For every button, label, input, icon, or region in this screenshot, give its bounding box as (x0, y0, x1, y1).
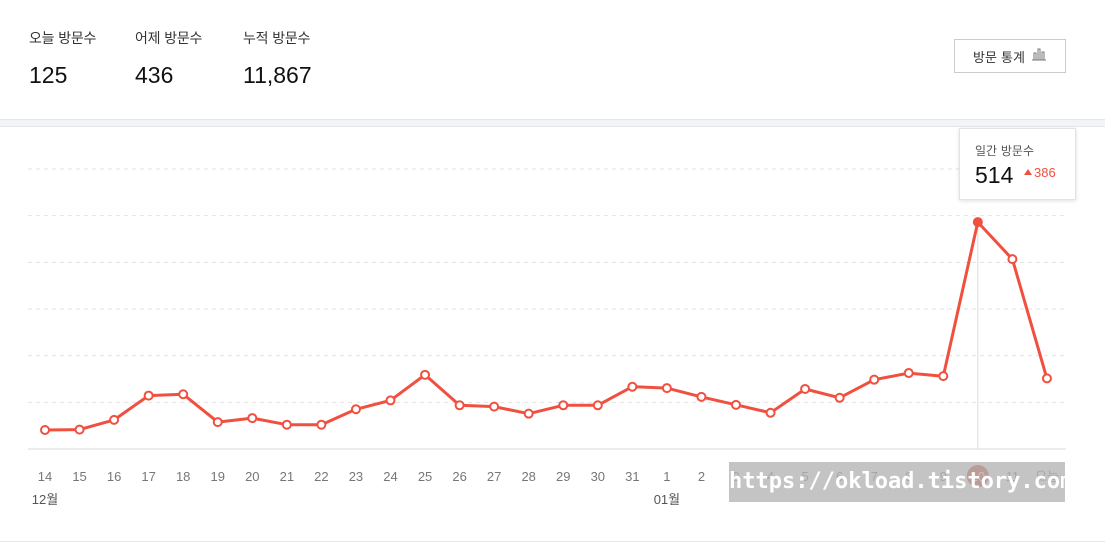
stat-total: 누적 방문수 11,867 (243, 28, 312, 89)
data-point (800, 383, 811, 394)
stat-total-value: 11,867 (243, 62, 312, 88)
stat-total-label: 누적 방문수 (243, 31, 311, 47)
section-divider (0, 119, 1105, 127)
x-tick-label: 31 (625, 469, 639, 484)
data-point (281, 419, 292, 430)
x-tick-label: 24 (383, 469, 397, 484)
bottom-border (0, 541, 1105, 542)
tooltip-title: 일간 방문수 (975, 144, 1035, 158)
up-triangle-icon (1024, 169, 1032, 175)
x-tick-label: 23 (349, 469, 363, 484)
line-chart-svg: 1415161718192021222324252627282930311234… (28, 168, 1066, 507)
x-tick-label: 15 (72, 469, 86, 484)
daily-visits-tooltip: 일간 방문수 514 386 (959, 128, 1076, 200)
data-point (143, 390, 154, 401)
x-tick-label: 26 (452, 469, 466, 484)
data-point (454, 400, 465, 411)
data-point (938, 371, 949, 382)
data-point (661, 383, 672, 394)
data-point (731, 399, 741, 410)
data-point (212, 417, 223, 428)
stat-yesterday: 어제 방문수 436 (135, 28, 202, 89)
x-tick-label: 30 (591, 469, 605, 484)
x-month-label: 01월 (654, 492, 680, 507)
data-point (178, 389, 189, 400)
visit-stats-button-label: 방문 통계 (973, 50, 1025, 66)
daily-visits-chart[interactable]: 1415161718192021222324252627282930311234… (0, 127, 1105, 543)
watermark-text: https://okload.tistory.com (729, 462, 1073, 502)
data-point (385, 395, 396, 406)
stats-header: 오늘 방문수 125 어제 방문수 436 누적 방문수 11,867 방문 통… (0, 0, 1105, 120)
tooltip-delta: 386 (1024, 165, 1056, 180)
data-point (696, 391, 707, 402)
data-point (523, 408, 534, 419)
x-tick-label: 19 (211, 469, 225, 484)
x-tick-label: 25 (418, 469, 432, 484)
data-point (834, 392, 845, 403)
stat-yesterday-label: 어제 방문수 (135, 31, 203, 47)
x-month-label: 12월 (32, 492, 58, 507)
data-point (420, 369, 431, 380)
data-point (74, 424, 85, 435)
x-tick-label: 27 (487, 469, 501, 484)
x-tick-label: 18 (176, 469, 190, 484)
data-point (765, 407, 776, 418)
x-tick-label: 20 (245, 469, 259, 484)
data-point-highlight (972, 217, 983, 228)
tooltip-value: 514 (975, 162, 1014, 188)
data-point (1007, 254, 1018, 265)
data-point (489, 401, 500, 412)
x-tick-label: 14 (38, 469, 52, 484)
bar-chart-icon (1031, 47, 1047, 65)
data-point (869, 374, 880, 385)
data-point (592, 400, 603, 411)
stat-today-value: 125 (29, 62, 68, 88)
x-tick-label: 21 (280, 469, 294, 484)
x-tick-label: 22 (314, 469, 328, 484)
data-point (247, 413, 258, 424)
stat-yesterday-value: 436 (135, 62, 174, 88)
tooltip-delta-value: 386 (1034, 165, 1056, 180)
x-tick-label: 17 (141, 469, 155, 484)
data-point (627, 381, 638, 392)
x-tick-label: 28 (521, 469, 535, 484)
data-point (40, 425, 50, 436)
stat-today-label: 오늘 방문수 (29, 31, 97, 47)
x-tick-label: 2 (698, 469, 705, 484)
visit-stats-button[interactable]: 방문 통계 (954, 39, 1066, 73)
x-tick-label: 1 (663, 469, 670, 484)
data-point (109, 414, 120, 425)
stat-today: 오늘 방문수 125 (29, 28, 96, 89)
series-line (44, 220, 1049, 432)
data-point (350, 404, 361, 415)
x-tick-label: 16 (107, 469, 121, 484)
data-point (558, 400, 569, 411)
data-point (1041, 373, 1052, 384)
x-tick-label: 29 (556, 469, 570, 484)
data-point (903, 368, 914, 379)
data-point (316, 419, 327, 430)
